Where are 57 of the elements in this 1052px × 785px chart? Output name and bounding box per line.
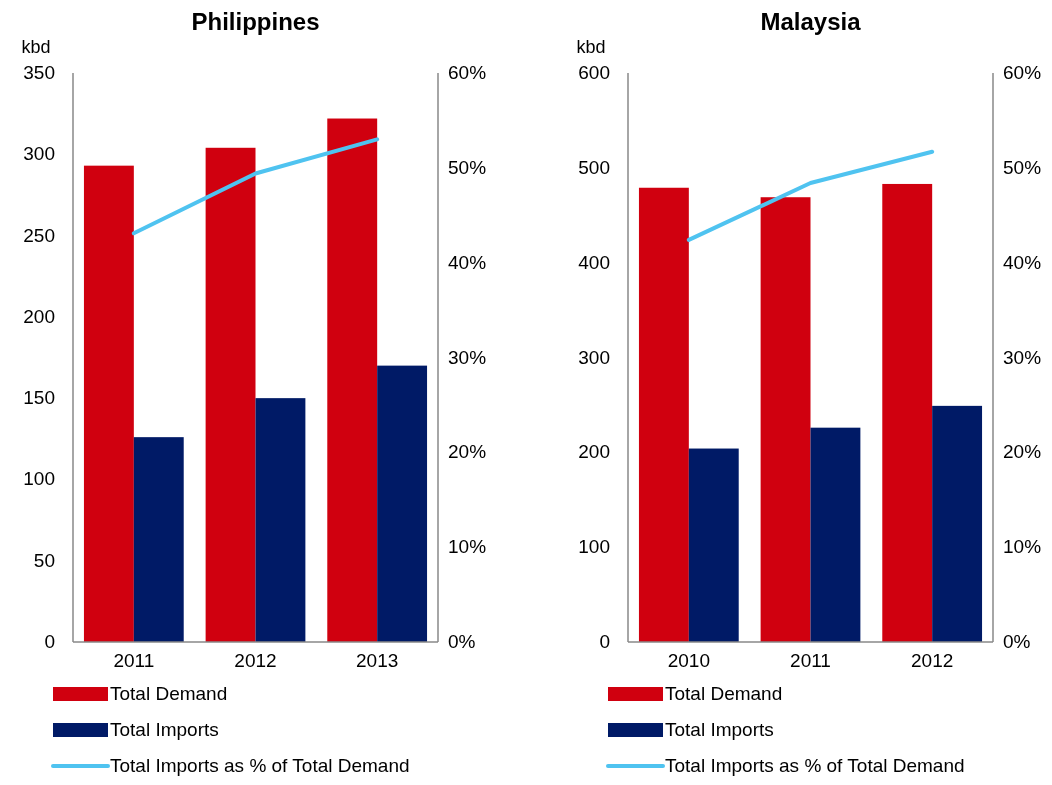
bar [327, 118, 378, 642]
y-tick-label: 150 [23, 387, 55, 409]
x-tick-label: 2010 [667, 650, 710, 671]
y-tick-label: 600 [578, 62, 610, 83]
y-tick-label: 300 [23, 143, 55, 165]
bar [377, 365, 428, 642]
y-axis-title: kbd [21, 37, 51, 57]
bar [932, 405, 983, 642]
y-tick-label: 400 [578, 251, 610, 273]
y2-tick-label: 50% [1003, 156, 1042, 178]
x-tick-label: 2011 [790, 650, 831, 671]
legend-label: Total Imports as % of Total Demand [665, 755, 965, 776]
bar [638, 187, 689, 642]
bar [882, 183, 933, 642]
x-tick-label: 2011 [113, 650, 155, 671]
y2-tick-label: 20% [1003, 441, 1042, 463]
legend-label: Total Imports [110, 719, 219, 740]
y2-tick-label: 30% [1003, 346, 1042, 368]
y-tick-label: 50 [33, 549, 55, 571]
bar [810, 427, 861, 642]
chart-title: Malaysia [760, 8, 862, 35]
bar [688, 448, 739, 642]
bar [255, 398, 306, 642]
y2-tick-label: 40% [1003, 251, 1042, 273]
y2-tick-label: 40% [448, 251, 487, 273]
y-tick-label: 200 [578, 441, 610, 463]
y2-tick-label: 0% [448, 631, 476, 652]
x-tick-label: 2012 [234, 650, 277, 671]
y-axis-title: kbd [576, 37, 606, 57]
chart-title: Philippines [191, 8, 320, 35]
y-tick-label: 0 [44, 631, 55, 652]
y2-tick-label: 60% [448, 62, 487, 83]
legend-label: Total Demand [665, 683, 783, 704]
y2-tick-label: 10% [448, 536, 487, 558]
x-tick-label: 2013 [356, 650, 399, 671]
bar [205, 147, 256, 642]
y2-tick-label: 20% [448, 441, 487, 463]
bar [760, 197, 811, 642]
y-tick-label: 200 [23, 305, 55, 327]
bar [83, 165, 134, 642]
y2-tick-label: 30% [448, 346, 487, 368]
legend-label: Total Demand [110, 683, 228, 704]
x-tick-label: 2012 [911, 650, 954, 671]
y-tick-label: 250 [23, 224, 55, 246]
bar [133, 437, 184, 642]
y2-tick-label: 0% [1003, 631, 1031, 652]
y-tick-label: 350 [23, 62, 55, 83]
y-tick-label: 300 [578, 346, 610, 368]
y-tick-label: 500 [578, 156, 610, 178]
y2-tick-label: 10% [1003, 536, 1042, 558]
y2-tick-label: 60% [1003, 62, 1042, 83]
legend-label: Total Imports [665, 719, 774, 740]
legend-label: Total Imports as % of Total Demand [110, 755, 410, 776]
y-tick-label: 0 [599, 631, 610, 652]
y-tick-label: 100 [578, 536, 610, 558]
y-tick-label: 100 [23, 468, 55, 490]
y2-tick-label: 50% [448, 156, 487, 178]
